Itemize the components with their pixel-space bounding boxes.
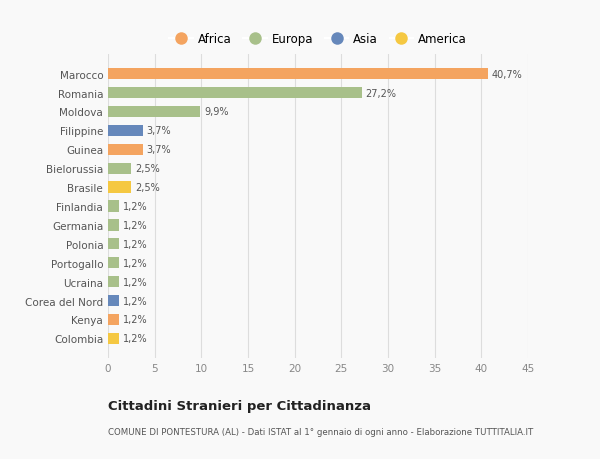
Text: 27,2%: 27,2% <box>365 89 397 98</box>
Text: 9,9%: 9,9% <box>204 107 229 117</box>
Bar <box>108 106 200 118</box>
Bar <box>108 125 143 137</box>
Text: 1,2%: 1,2% <box>123 220 148 230</box>
Bar <box>108 144 143 156</box>
Text: 2,5%: 2,5% <box>135 183 160 193</box>
Text: 1,2%: 1,2% <box>123 202 148 212</box>
Bar <box>108 314 119 325</box>
Text: 1,2%: 1,2% <box>123 296 148 306</box>
Bar <box>108 257 119 269</box>
Bar <box>108 276 119 288</box>
Text: 1,2%: 1,2% <box>123 239 148 249</box>
Bar <box>108 182 131 193</box>
Text: Cittadini Stranieri per Cittadinanza: Cittadini Stranieri per Cittadinanza <box>108 399 371 412</box>
Bar <box>108 220 119 231</box>
Text: 1,2%: 1,2% <box>123 258 148 268</box>
Text: 40,7%: 40,7% <box>491 69 523 79</box>
Bar <box>108 69 488 80</box>
Bar <box>108 163 131 174</box>
Text: COMUNE DI PONTESTURA (AL) - Dati ISTAT al 1° gennaio di ogni anno - Elaborazione: COMUNE DI PONTESTURA (AL) - Dati ISTAT a… <box>108 427 533 436</box>
Text: 2,5%: 2,5% <box>135 164 160 174</box>
Text: 1,2%: 1,2% <box>123 277 148 287</box>
Text: 3,7%: 3,7% <box>146 126 171 136</box>
Bar <box>108 333 119 344</box>
Bar <box>108 88 362 99</box>
Text: 3,7%: 3,7% <box>146 145 171 155</box>
Text: 1,2%: 1,2% <box>123 334 148 344</box>
Bar <box>108 201 119 212</box>
Bar <box>108 239 119 250</box>
Legend: Africa, Europa, Asia, America: Africa, Europa, Asia, America <box>169 33 467 46</box>
Text: 1,2%: 1,2% <box>123 315 148 325</box>
Bar <box>108 295 119 307</box>
